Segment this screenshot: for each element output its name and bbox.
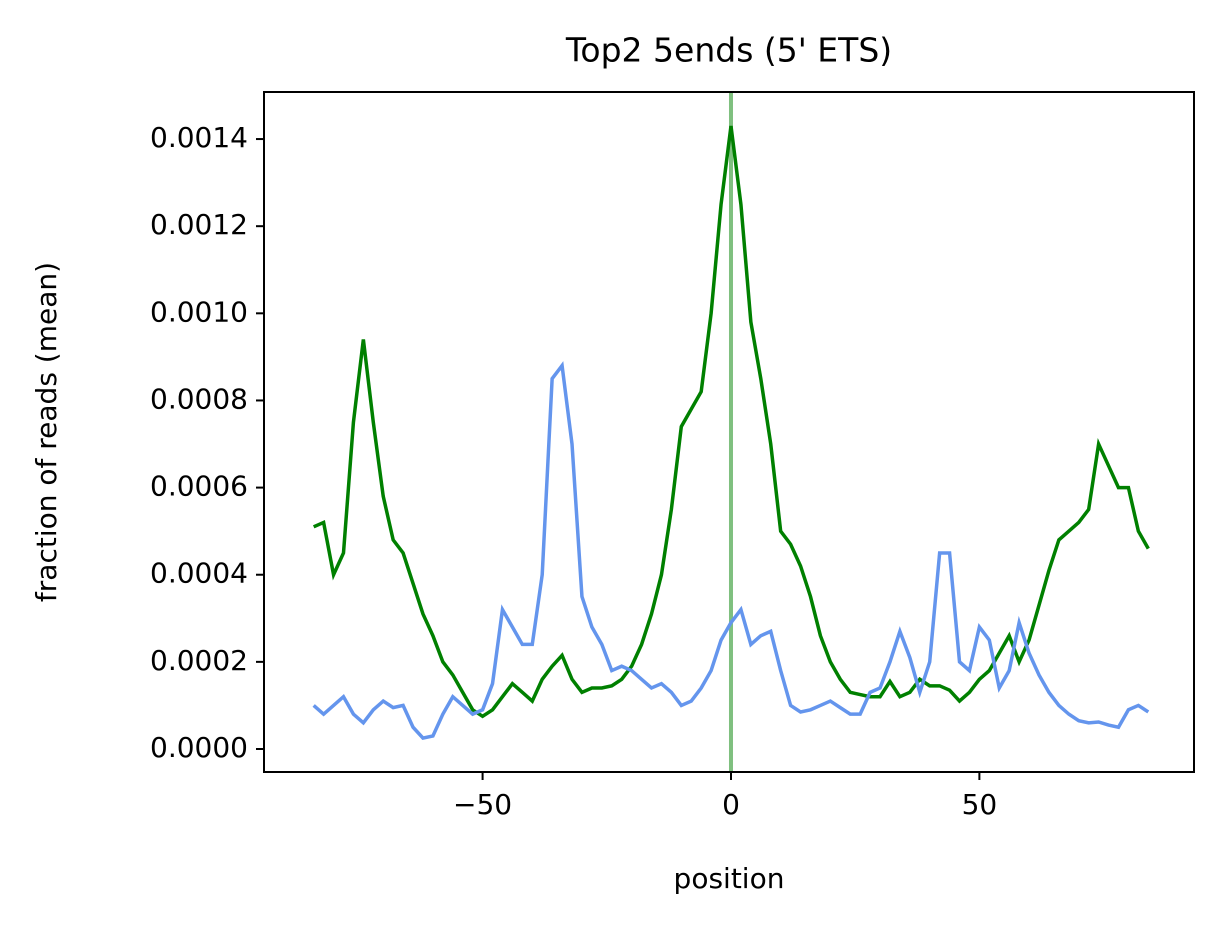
series-line — [312, 125, 1150, 719]
y-tick-label: 0.0004 — [150, 557, 248, 590]
y-tick-label: 0.0006 — [150, 470, 248, 503]
x-tick-label: 50 — [962, 788, 998, 821]
y-tick-label: 0.0012 — [150, 208, 248, 241]
x-tick-label: −50 — [453, 788, 512, 821]
y-tick-label: 0.0008 — [150, 382, 248, 415]
plot-frame — [263, 91, 1195, 773]
x-tick-label: 0 — [722, 788, 740, 821]
y-tick-label: 0.0010 — [150, 295, 248, 328]
y-tick-label: 0.0000 — [150, 731, 248, 764]
y-tick-label: 0.0014 — [150, 121, 248, 154]
y-tick-label: 0.0002 — [150, 644, 248, 677]
x-axis-label: position — [674, 862, 785, 895]
chart-title: Top2 5ends (5' ETS) — [565, 31, 892, 70]
series-line — [312, 361, 1150, 741]
y-axis-label: fraction of reads (mean) — [30, 262, 63, 602]
